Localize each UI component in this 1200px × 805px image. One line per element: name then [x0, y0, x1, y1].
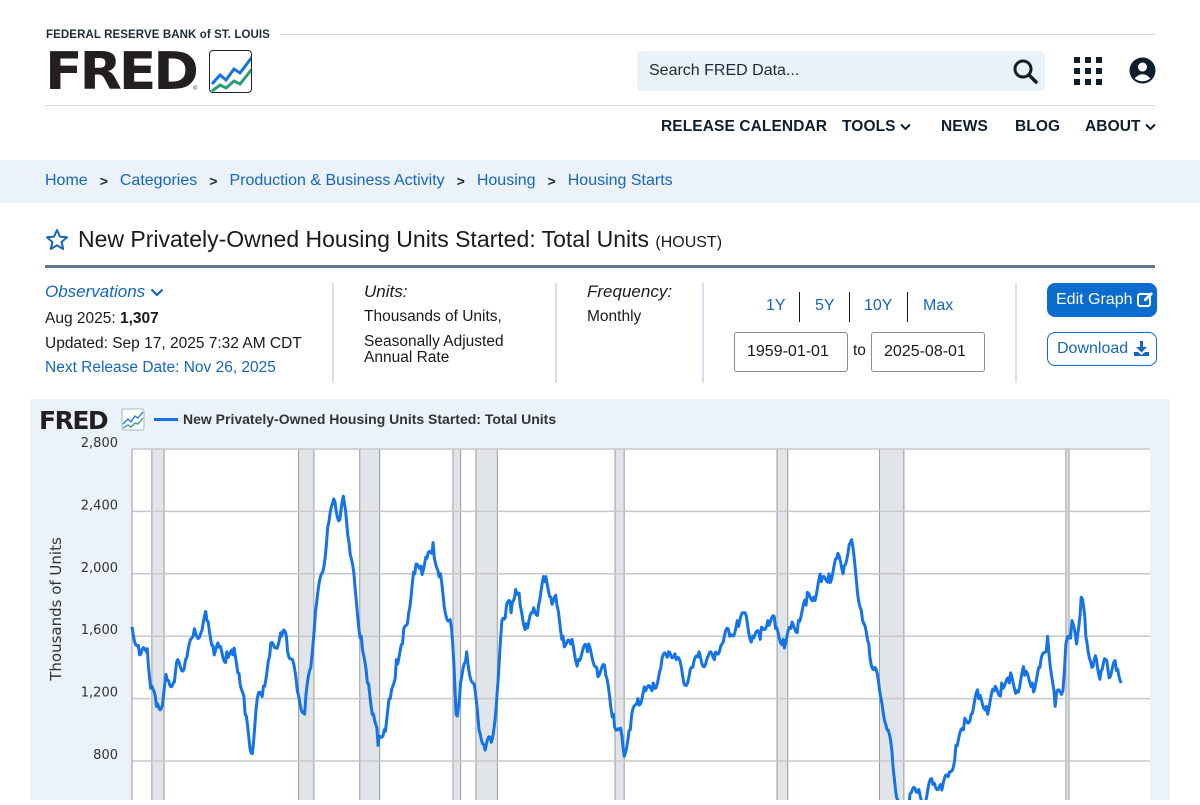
- observations-dropdown[interactable]: Observations: [45, 282, 164, 302]
- download-button[interactable]: Download: [1047, 332, 1157, 366]
- header-divider-top: [280, 34, 1155, 35]
- search-box[interactable]: Search FRED Data...: [637, 51, 1045, 91]
- breadcrumb-housing[interactable]: Housing: [476, 172, 536, 189]
- range-1y-button[interactable]: 1Y: [766, 297, 786, 314]
- breadcrumb-categories[interactable]: Categories: [119, 172, 198, 189]
- page-title: New Privately-Owned Housing Units Starte…: [78, 226, 722, 253]
- range-divider: [907, 292, 908, 322]
- column-divider: [702, 283, 704, 383]
- latest-observation: Aug 2025: 1,307: [45, 310, 159, 328]
- range-5y-button[interactable]: 5Y: [815, 297, 835, 314]
- frequency-value: Monthly: [587, 308, 642, 325]
- breadcrumb-bar: [0, 160, 1200, 203]
- column-divider: [555, 283, 557, 383]
- edit-icon: [1137, 292, 1154, 307]
- nav-news[interactable]: NEWS: [941, 118, 988, 136]
- units-label: Units:: [364, 282, 408, 301]
- recession-band: [1065, 449, 1069, 800]
- column-divider: [1015, 283, 1017, 383]
- recession-band: [359, 449, 380, 800]
- date-to-label: to: [853, 342, 866, 359]
- breadcrumb: Home > Categories > Production & Busines…: [45, 172, 673, 190]
- org-name: FEDERAL RESERVE BANK of ST. LOUIS: [46, 29, 270, 41]
- fred-logo[interactable]: FRED: [45, 42, 199, 102]
- y-tick-label: 800: [93, 748, 118, 763]
- plot-area: 2,800 2,400 2,000 1,600 1,200 800 Thousands of…: [47, 436, 1150, 805]
- nav-tools[interactable]: TOOLS: [842, 118, 911, 136]
- recession-band: [452, 449, 461, 800]
- y-tick-label: 1,600: [81, 623, 118, 638]
- download-icon: [1134, 341, 1150, 356]
- observations-label: Observations: [45, 282, 146, 301]
- start-date-input[interactable]: 1959-01-01: [734, 332, 848, 372]
- search-icon[interactable]: [1012, 58, 1038, 84]
- user-circle-icon[interactable]: [1129, 57, 1156, 84]
- updated-text: Updated: Sep 17, 2025 7:32 AM CDT: [45, 335, 302, 352]
- edit-graph-label: Edit Graph: [1056, 291, 1133, 308]
- recession-band: [475, 449, 498, 800]
- units-line-1: Thousands of Units,: [364, 308, 502, 325]
- next-release-link[interactable]: Next Release Date: Nov 26, 2025: [45, 359, 276, 376]
- y-tick-label: 1,200: [81, 686, 118, 701]
- title-divider: [45, 265, 1155, 268]
- nav-label: NEWS: [941, 118, 988, 135]
- nav-release-calendar[interactable]: RELEASE CALENDAR: [661, 118, 827, 136]
- recession-band: [151, 449, 165, 800]
- chevron-down-icon: [899, 123, 911, 131]
- nav-blog[interactable]: BLOG: [1015, 118, 1060, 136]
- breadcrumb-separator: >: [547, 173, 556, 189]
- breadcrumb-production[interactable]: Production & Business Activity: [229, 172, 445, 189]
- range-divider: [799, 292, 800, 322]
- frequency-label: Frequency:: [587, 282, 673, 301]
- fred-chart-logo-icon[interactable]: [209, 50, 252, 93]
- range-max-button[interactable]: Max: [923, 297, 954, 314]
- legend-label: New Privately-Owned Housing Units Starte…: [183, 411, 556, 427]
- chart-fred-logo[interactable]: FRED: [39, 406, 109, 435]
- chevron-down-icon: [150, 288, 164, 297]
- y-tick-label: 2,000: [81, 561, 118, 576]
- breadcrumb-housing-starts[interactable]: Housing Starts: [567, 172, 673, 189]
- units-line-2: Seasonally Adjusted: [364, 333, 504, 350]
- header-divider-mid: [45, 105, 1155, 106]
- chevron-down-icon: [1144, 123, 1156, 131]
- nav-about[interactable]: ABOUT: [1085, 118, 1156, 136]
- nav-label: RELEASE CALENDAR: [661, 118, 828, 135]
- column-divider: [332, 283, 334, 383]
- recession-band: [298, 449, 314, 800]
- y-tick-label: 2,400: [81, 498, 118, 513]
- breadcrumb-separator: >: [456, 173, 465, 189]
- chart-container: FRED New Privately-Owned Housing Units S…: [30, 399, 1170, 805]
- y-tick-label: 2,800: [81, 436, 118, 451]
- nav-label: TOOLS: [842, 118, 896, 135]
- recession-band: [615, 449, 625, 800]
- series-code: (HOUST): [655, 234, 723, 251]
- breadcrumb-home[interactable]: Home: [45, 172, 88, 189]
- download-label: Download: [1057, 340, 1129, 357]
- end-date-input[interactable]: 2025-08-01: [871, 332, 985, 372]
- latest-value: 1,307: [120, 310, 159, 327]
- edit-graph-button[interactable]: Edit Graph: [1047, 283, 1157, 317]
- line-chart[interactable]: FRED New Privately-Owned Housing Units S…: [30, 399, 1170, 805]
- series-title: New Privately-Owned Housing Units Starte…: [78, 226, 649, 252]
- star-favorite-icon[interactable]: [45, 228, 69, 252]
- breadcrumb-separator: >: [99, 173, 108, 189]
- nav-label: ABOUT: [1085, 118, 1141, 135]
- registered-mark: ®: [193, 86, 198, 92]
- range-divider: [849, 292, 850, 322]
- range-10y-button[interactable]: 10Y: [864, 297, 893, 314]
- units-line-3: Annual Rate: [364, 349, 450, 366]
- nav-label: BLOG: [1015, 118, 1061, 135]
- recession-band: [777, 449, 788, 800]
- grid-icon[interactable]: [1074, 57, 1102, 85]
- y-axis-label: Thousands of Units: [47, 537, 65, 682]
- latest-period: Aug 2025:: [45, 310, 116, 327]
- series-line[interactable]: [130, 494, 1123, 805]
- chart-fred-icon: [121, 408, 145, 431]
- breadcrumb-separator: >: [209, 173, 218, 189]
- search-input[interactable]: Search FRED Data...: [649, 62, 800, 79]
